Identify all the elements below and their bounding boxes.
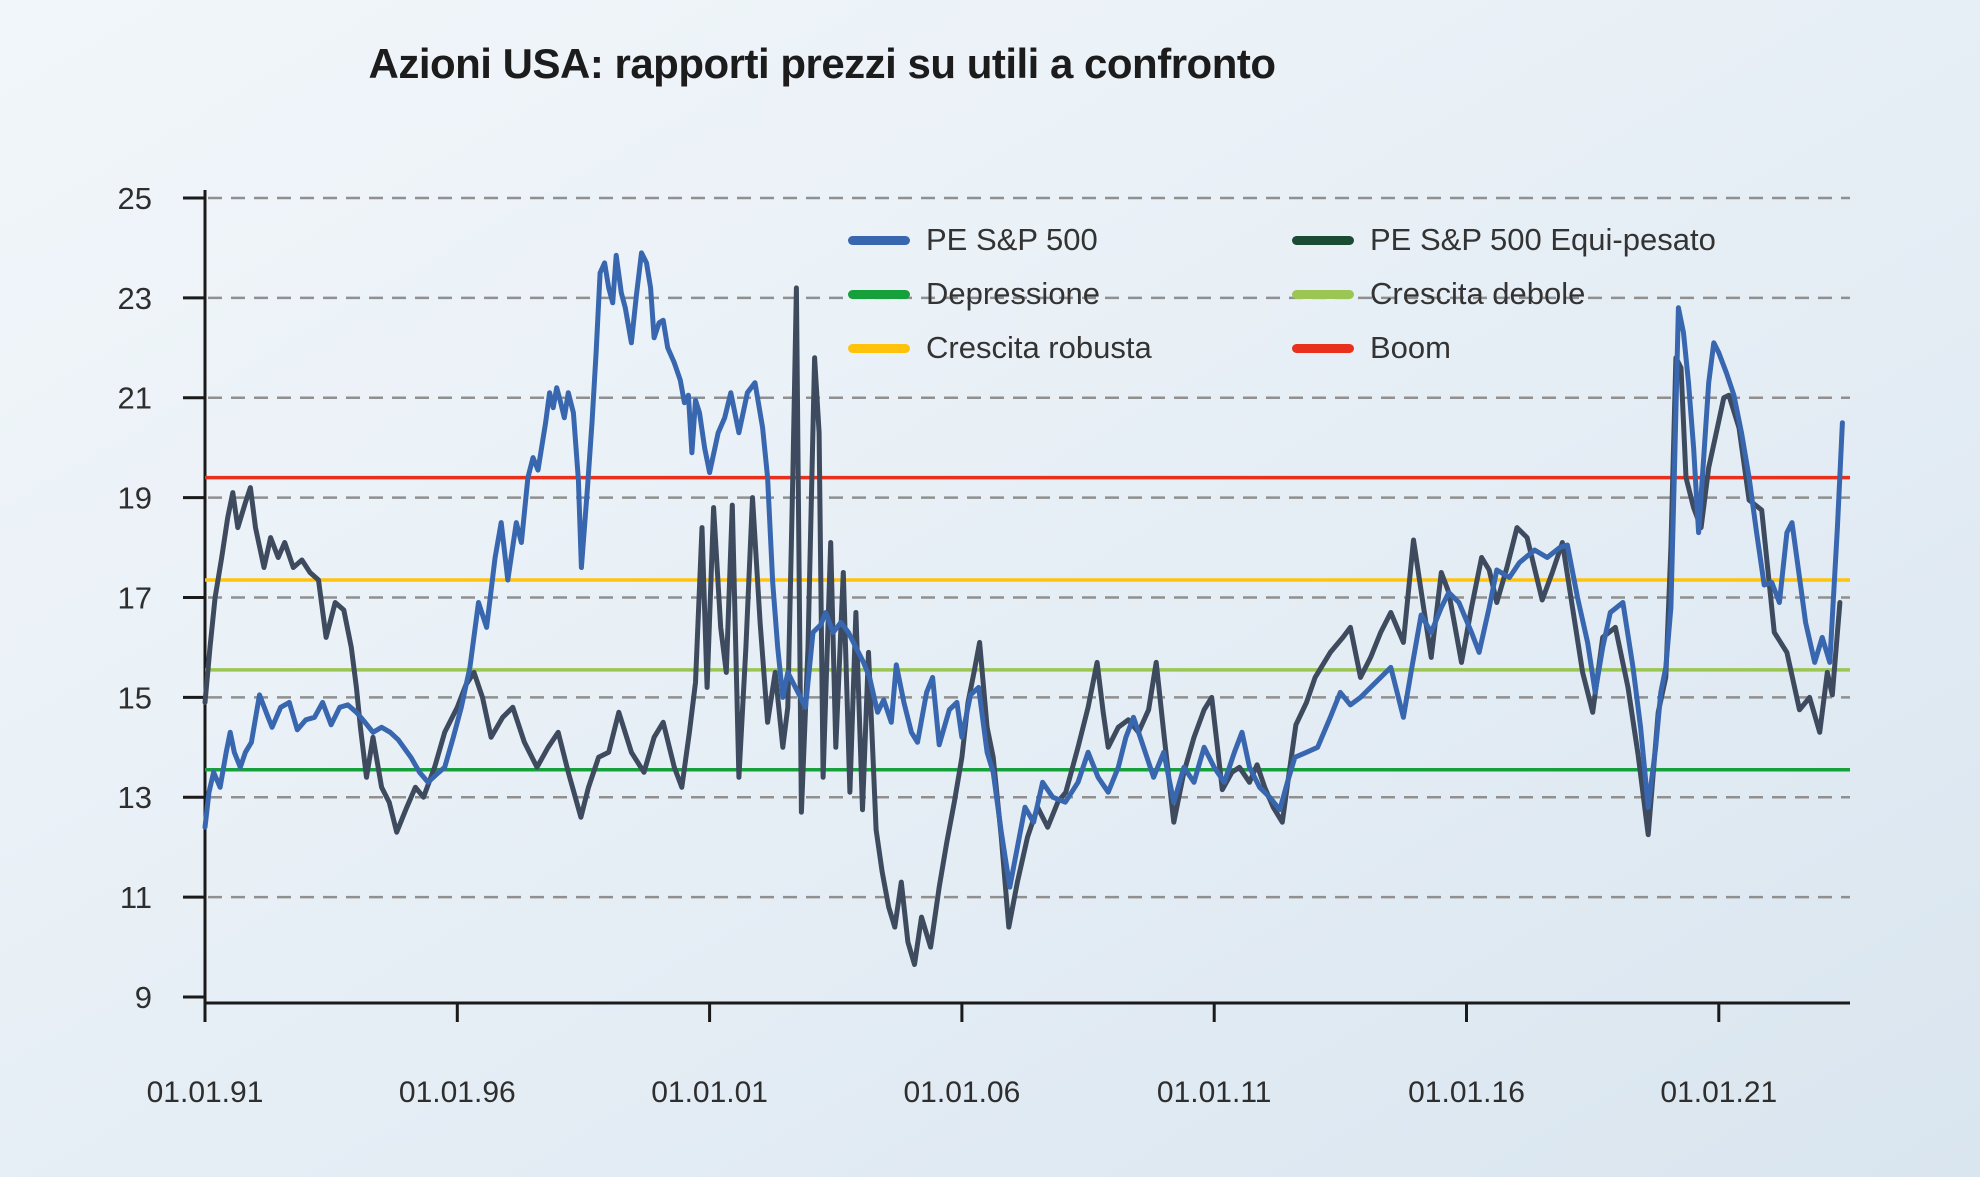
y-tick-label-25: 25 (118, 181, 152, 216)
x-tick-label-01.01.96: 01.01.96 (399, 1076, 516, 1109)
x-tick-label-01.01.91: 01.01.91 (147, 1076, 264, 1109)
y-tick-label-19: 19 (118, 481, 152, 516)
x-tick-label-01.01.21: 01.01.21 (1660, 1076, 1777, 1109)
y-tick-label-11: 11 (120, 880, 152, 915)
chart-title: Azioni USA: rapporti prezzi su utili a c… (368, 40, 1277, 87)
x-tick-label-01.01.01: 01.01.01 (651, 1076, 768, 1109)
series-line-pe-s-p-500-equi-pesato (202, 285, 1843, 967)
y-tick-label-23: 23 (118, 281, 152, 316)
y-tick-label-9: 9 (135, 980, 152, 1015)
y-tick-label-17: 17 (118, 580, 152, 615)
y-tick-label-13: 13 (118, 780, 152, 815)
x-tick-label-01.01.11: 01.01.11 (1157, 1076, 1272, 1109)
x-tick-label-01.01.06: 01.01.06 (904, 1076, 1021, 1109)
axis-lines (203, 190, 1850, 1005)
y-tick-label-15: 15 (118, 680, 152, 715)
x-tick-label-01.01.16: 01.01.16 (1408, 1076, 1525, 1109)
y-tick-label-21: 21 (118, 381, 152, 416)
series-line-pe-s-p-500 (202, 250, 1845, 890)
